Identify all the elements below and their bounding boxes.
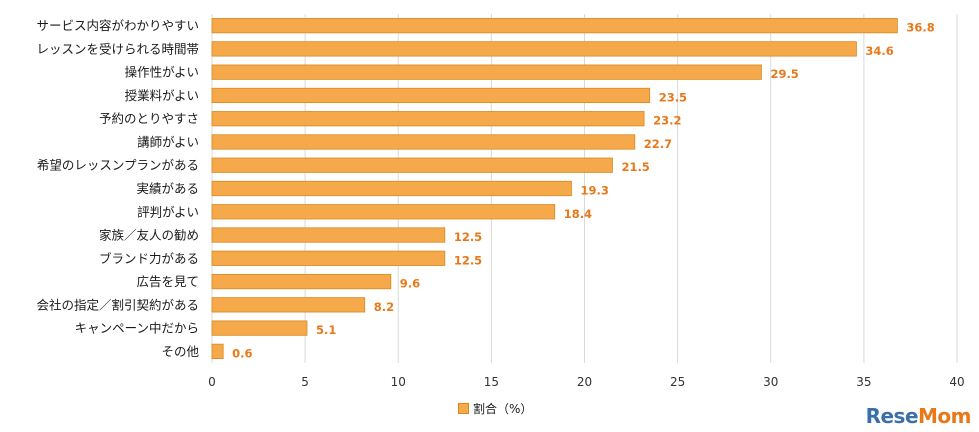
x-tick-label: 5 <box>301 375 309 389</box>
category-label: 評判がよい <box>137 204 199 219</box>
bar <box>211 41 857 57</box>
value-labels: 36.8 34.6 29.5 23.5 23.2 22.7 21.5 19.3 18.4 12.5… <box>232 21 935 361</box>
resemom-logo: ReseMom <box>865 404 972 428</box>
bar <box>211 227 446 243</box>
bar <box>211 134 636 150</box>
x-tick-label: 30 <box>763 375 778 389</box>
bar <box>211 157 613 173</box>
bars <box>211 18 898 359</box>
bar <box>211 111 645 127</box>
value-label: 21.5 <box>621 160 649 174</box>
category-label: 授業料がよい <box>125 88 199 103</box>
category-label: ブランド力がある <box>99 251 199 266</box>
category-label: 会社の指定／割引契約がある <box>36 297 199 312</box>
bar <box>211 297 366 313</box>
category-label: 操作性がよい <box>125 65 199 80</box>
bar <box>211 250 446 266</box>
bar <box>211 273 392 290</box>
legend-swatch <box>458 403 469 414</box>
value-label: 22.7 <box>644 137 672 151</box>
x-tick-label: 25 <box>670 375 685 389</box>
x-tick-label: 10 <box>391 375 406 389</box>
value-label: 36.8 <box>906 21 934 35</box>
category-label: 広告を見て <box>136 274 199 289</box>
value-label: 0.6 <box>232 346 252 360</box>
logo-text: ReseMom <box>865 404 972 428</box>
value-label: 5.1 <box>316 323 336 337</box>
value-label: 8.2 <box>374 300 394 314</box>
category-label: 講師がよい <box>137 134 199 149</box>
category-label: その他 <box>161 344 199 359</box>
bar <box>211 320 308 336</box>
bar <box>211 18 898 34</box>
category-label: 希望のレッスンプランがある <box>37 158 199 173</box>
x-axis-ticks: 0 5 10 15 20 25 30 35 40 <box>208 375 964 389</box>
x-tick-label: 0 <box>208 375 216 389</box>
bar <box>211 64 762 80</box>
value-label: 12.5 <box>454 230 482 244</box>
category-label: 予約のとりやすさ <box>99 111 199 126</box>
legend-label: 割合（%） <box>473 402 533 416</box>
value-label: 23.2 <box>653 114 681 128</box>
x-tick-label: 20 <box>577 375 592 389</box>
category-label: サービス内容がわかりやすい <box>36 18 199 33</box>
bar <box>211 180 572 197</box>
value-label: 12.5 <box>454 253 482 267</box>
value-label: 9.6 <box>400 277 420 291</box>
value-label: 34.6 <box>865 44 893 58</box>
x-tick-label: 15 <box>484 375 499 389</box>
category-labels: サービス内容がわかりやすいレッスンを受けられる時間帯操作性がよい授業料がよい予約… <box>36 18 199 359</box>
category-label: キャンペーン中だから <box>75 321 199 336</box>
bar <box>211 343 224 359</box>
bar <box>211 204 556 220</box>
value-label: 29.5 <box>770 67 798 81</box>
bar <box>211 87 651 104</box>
category-label: レッスンを受けられる時間帯 <box>36 41 199 56</box>
value-label: 18.4 <box>564 207 592 221</box>
category-label: 実績がある <box>136 181 199 196</box>
value-label: 19.3 <box>580 184 608 198</box>
legend: 割合（%） <box>458 400 532 417</box>
category-label: 家族／友人の勧め <box>99 228 199 243</box>
value-label: 23.5 <box>659 90 687 104</box>
x-tick-label: 35 <box>856 375 871 389</box>
x-tick-label: 40 <box>949 375 964 389</box>
